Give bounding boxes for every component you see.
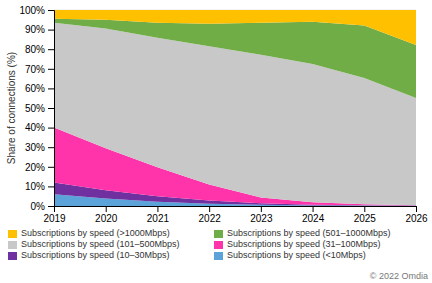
legend-label: Subscriptions by speed (10–30Mbps) bbox=[21, 250, 170, 260]
tick: 80% bbox=[25, 44, 54, 55]
legend-swatch bbox=[214, 252, 223, 260]
tick-label: 40% bbox=[25, 122, 45, 133]
tick-mark bbox=[48, 69, 54, 70]
legend-item: Subscriptions by speed (>1000Mbps) bbox=[8, 228, 170, 238]
tick-mark bbox=[48, 128, 54, 129]
tick-mark bbox=[48, 147, 54, 148]
tick-label: 2026 bbox=[405, 213, 428, 224]
tick-label: 2023 bbox=[250, 213, 273, 224]
legend-swatch bbox=[8, 241, 17, 249]
tick-mark bbox=[416, 206, 417, 212]
x-axis: 2019 2020 2021 2022 2023 2024 2025 2026 bbox=[43, 206, 428, 224]
area bbox=[54, 19, 416, 98]
legend-swatch bbox=[214, 230, 223, 238]
tick: 2025 bbox=[354, 206, 377, 224]
y-axis: 0% 10% 20% 30% 40% 50% 60% 70% 80% 90% 100% bbox=[19, 5, 54, 212]
tick: 70% bbox=[25, 64, 54, 75]
tick-mark bbox=[48, 88, 54, 89]
tick: 20% bbox=[25, 162, 54, 173]
tick-mark bbox=[48, 108, 54, 109]
tick: 2023 bbox=[250, 206, 273, 224]
tick-label: 2021 bbox=[147, 213, 170, 224]
tick-mark bbox=[48, 206, 54, 207]
tick-label: 80% bbox=[25, 44, 45, 55]
legend-swatch bbox=[8, 252, 17, 260]
tick-label: 90% bbox=[25, 24, 45, 35]
legend-swatch bbox=[214, 241, 223, 249]
tick-mark bbox=[106, 206, 107, 212]
legend-item: Subscriptions by speed (501–1000Mbps) bbox=[214, 228, 391, 238]
tick: 50% bbox=[25, 103, 54, 114]
legend-item: Subscriptions by speed (101–500Mbps) bbox=[8, 239, 180, 249]
axis-line bbox=[55, 207, 417, 213]
tick: 90% bbox=[25, 24, 54, 35]
tick-mark bbox=[364, 206, 365, 212]
legend-label: Subscriptions by speed (101–500Mbps) bbox=[21, 239, 180, 249]
tick: 2021 bbox=[147, 206, 170, 224]
tick: 2022 bbox=[199, 206, 222, 224]
axis-line bbox=[48, 11, 55, 207]
tick-mark bbox=[48, 167, 54, 168]
tick-label: 30% bbox=[25, 142, 45, 153]
tick: 0% bbox=[31, 201, 54, 212]
legend-label: Subscriptions by speed (>1000Mbps) bbox=[21, 228, 170, 238]
tick: 40% bbox=[25, 122, 54, 133]
tick-label: 2020 bbox=[95, 213, 118, 224]
grid bbox=[54, 10, 416, 206]
legend-label: Subscriptions by speed (31–100Mbps) bbox=[227, 239, 381, 249]
chart: 2019 2020 2021 2022 2023 2024 2025 2026 0% 10% 20%… bbox=[0, 0, 432, 283]
tick: 2026 bbox=[405, 206, 428, 224]
tick-label: 20% bbox=[25, 162, 45, 173]
tick-mark bbox=[261, 206, 262, 212]
tick-label: 100% bbox=[19, 5, 45, 16]
legend-item: Subscriptions by speed (<10Mbps) bbox=[214, 250, 366, 260]
tick-mark bbox=[48, 186, 54, 187]
legend-item: Subscriptions by speed (10–30Mbps) bbox=[8, 250, 170, 260]
legend-swatch bbox=[8, 230, 17, 238]
tick-mark bbox=[48, 10, 54, 11]
tick-mark bbox=[48, 30, 54, 31]
tick-mark bbox=[209, 206, 210, 212]
legend-item: Subscriptions by speed (31–100Mbps) bbox=[214, 239, 381, 249]
legend: Subscriptions by speed (>1000Mbps)Subscr… bbox=[8, 228, 391, 260]
tick-label: 0% bbox=[31, 201, 46, 212]
tick: 100% bbox=[19, 5, 54, 16]
tick-mark bbox=[48, 49, 54, 50]
tick: 10% bbox=[25, 181, 54, 192]
tick: 2024 bbox=[302, 206, 325, 224]
legend-label: Subscriptions by speed (<10Mbps) bbox=[227, 250, 366, 260]
tick-label: 2024 bbox=[302, 213, 325, 224]
tick: 2019 bbox=[43, 206, 66, 224]
tick-label: 60% bbox=[25, 83, 45, 94]
tick-label: 70% bbox=[25, 64, 45, 75]
tick: 60% bbox=[25, 83, 54, 94]
tick-label: 2019 bbox=[43, 213, 66, 224]
areas bbox=[54, 10, 416, 206]
tick-mark bbox=[313, 206, 314, 212]
tick: 30% bbox=[25, 142, 54, 153]
area bbox=[54, 10, 416, 45]
tick-mark bbox=[157, 206, 158, 212]
tick-label: 50% bbox=[25, 103, 45, 114]
y-axis-label: Share of connections (%) bbox=[6, 52, 17, 164]
tick-label: 10% bbox=[25, 181, 45, 192]
tick: 2020 bbox=[95, 206, 118, 224]
annotation: © 2022 Omdia bbox=[370, 271, 428, 281]
tick-label: 2025 bbox=[354, 213, 377, 224]
legend-label: Subscriptions by speed (501–1000Mbps) bbox=[227, 228, 391, 238]
tick-label: 2022 bbox=[199, 213, 222, 224]
plot: 2019 2020 2021 2022 2023 2024 2025 2026 0% 10% 20%… bbox=[19, 5, 428, 224]
